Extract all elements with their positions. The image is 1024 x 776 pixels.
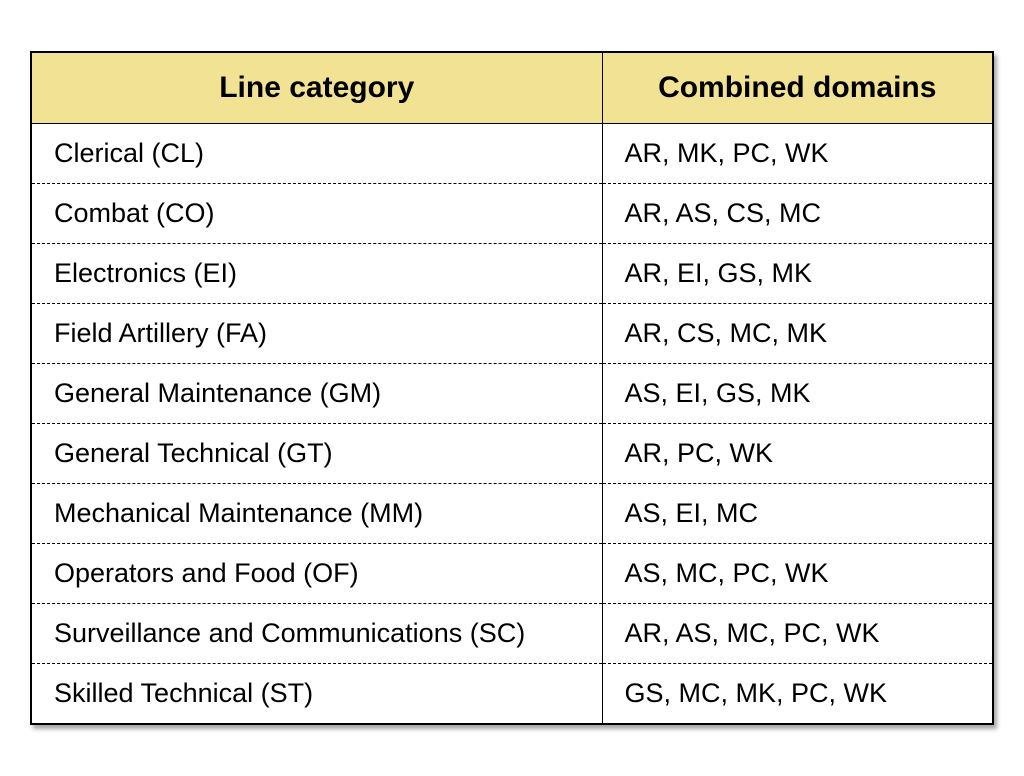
table-row: Skilled Technical (ST) GS, MC, MK, PC, W… bbox=[32, 664, 992, 724]
cell-domains: AR, EI, GS, MK bbox=[602, 244, 992, 304]
cell-category: Electronics (EI) bbox=[32, 244, 602, 304]
header-line-category: Line category bbox=[32, 53, 602, 124]
cell-category: Operators and Food (OF) bbox=[32, 544, 602, 604]
cell-domains: AR, CS, MC, MK bbox=[602, 304, 992, 364]
table-row: Electronics (EI) AR, EI, GS, MK bbox=[32, 244, 992, 304]
cell-domains: AS, EI, MC bbox=[602, 484, 992, 544]
table-row: Combat (CO) AR, AS, CS, MC bbox=[32, 184, 992, 244]
cell-category: Skilled Technical (ST) bbox=[32, 664, 602, 724]
cell-category: Combat (CO) bbox=[32, 184, 602, 244]
table-row: Operators and Food (OF) AS, MC, PC, WK bbox=[32, 544, 992, 604]
cell-category: Field Artillery (FA) bbox=[32, 304, 602, 364]
cell-domains: AR, AS, MC, PC, WK bbox=[602, 604, 992, 664]
cell-category: Surveillance and Communications (SC) bbox=[32, 604, 602, 664]
cell-category: Mechanical Maintenance (MM) bbox=[32, 484, 602, 544]
cell-domains: AR, AS, CS, MC bbox=[602, 184, 992, 244]
table-row: Clerical (CL) AR, MK, PC, WK bbox=[32, 124, 992, 184]
cell-domains: AR, MK, PC, WK bbox=[602, 124, 992, 184]
table-row: Mechanical Maintenance (MM) AS, EI, MC bbox=[32, 484, 992, 544]
cell-domains: AS, EI, GS, MK bbox=[602, 364, 992, 424]
table-header: Line category Combined domains bbox=[32, 53, 992, 124]
cell-domains: AR, PC, WK bbox=[602, 424, 992, 484]
line-category-table: Line category Combined domains Clerical … bbox=[32, 53, 992, 723]
table-row: Field Artillery (FA) AR, CS, MC, MK bbox=[32, 304, 992, 364]
table-body: Clerical (CL) AR, MK, PC, WK Combat (CO)… bbox=[32, 124, 992, 724]
cell-category: General Maintenance (GM) bbox=[32, 364, 602, 424]
cell-category: Clerical (CL) bbox=[32, 124, 602, 184]
table-row: General Maintenance (GM) AS, EI, GS, MK bbox=[32, 364, 992, 424]
table-row: Surveillance and Communications (SC) AR,… bbox=[32, 604, 992, 664]
line-category-table-container: Line category Combined domains Clerical … bbox=[30, 51, 994, 725]
cell-category: General Technical (GT) bbox=[32, 424, 602, 484]
cell-domains: GS, MC, MK, PC, WK bbox=[602, 664, 992, 724]
cell-domains: AS, MC, PC, WK bbox=[602, 544, 992, 604]
header-combined-domains: Combined domains bbox=[602, 53, 992, 124]
table-row: General Technical (GT) AR, PC, WK bbox=[32, 424, 992, 484]
